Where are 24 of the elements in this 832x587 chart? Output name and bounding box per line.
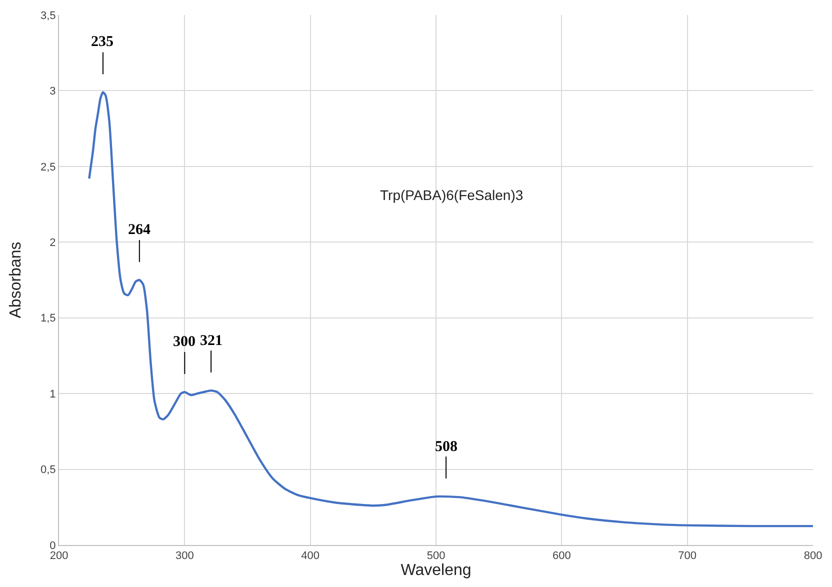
y-tick-label: 2 bbox=[50, 236, 56, 249]
text: Trp(PABA)6(FeSalen)3 bbox=[380, 187, 524, 203]
y-tick-label: 1 bbox=[50, 388, 56, 400]
x-tick-label: 200 bbox=[50, 550, 68, 562]
y-tick-label: 0,5 bbox=[40, 464, 56, 476]
annotation: 235 bbox=[91, 34, 114, 50]
annotation: 264 bbox=[128, 222, 151, 238]
annotation: 321 bbox=[200, 333, 222, 349]
line-series bbox=[88, 91, 813, 528]
x-tick-label: 600 bbox=[552, 550, 571, 562]
y-tick-label: 0 bbox=[50, 540, 56, 552]
y-tick-label: 1,5 bbox=[40, 312, 56, 325]
y-tick-label: 3,5 bbox=[40, 10, 56, 22]
y-tick-label: 3 bbox=[50, 86, 56, 98]
annotation: 508 bbox=[435, 439, 458, 455]
y-axis-title: Absorbans bbox=[7, 242, 24, 318]
x-tick-label: 400 bbox=[301, 550, 320, 562]
annotation: 300 bbox=[173, 334, 196, 350]
x-tick-label: 500 bbox=[426, 550, 446, 562]
x-tick-label: 300 bbox=[175, 550, 194, 562]
x-tick-label: 700 bbox=[678, 550, 697, 562]
x-axis-title: Waveleng bbox=[400, 562, 472, 580]
x-tick-label: 800 bbox=[804, 550, 822, 562]
y-tick-label: 2,5 bbox=[40, 161, 56, 174]
